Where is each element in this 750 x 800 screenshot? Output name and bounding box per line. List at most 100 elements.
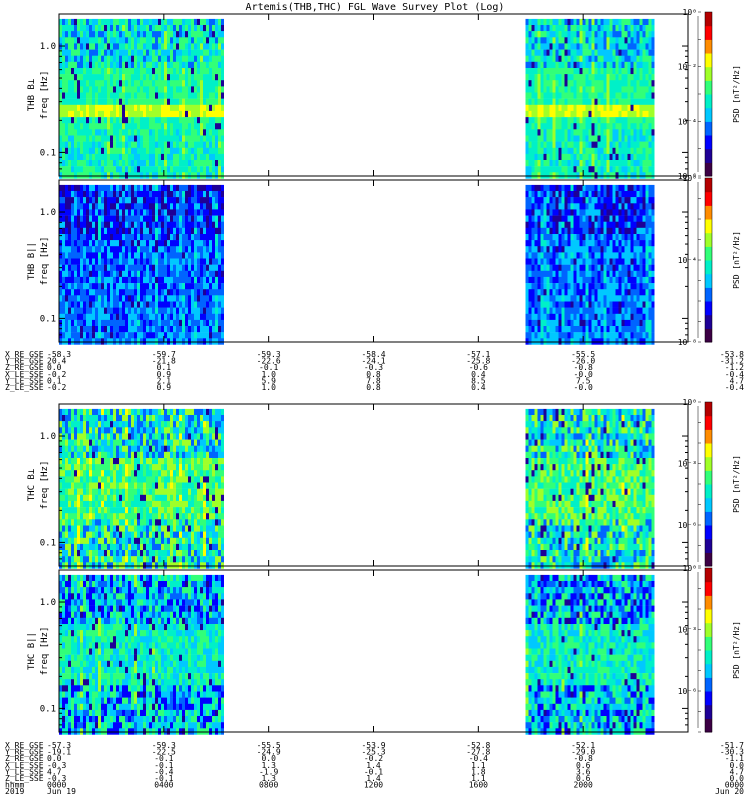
spectrogram-cell — [603, 221, 607, 229]
spectrogram-cell — [125, 147, 128, 155]
spectrogram-cell — [633, 166, 637, 173]
spectrogram-cell — [68, 184, 71, 192]
spectrogram-cell — [77, 92, 80, 99]
spectrogram-cell — [630, 295, 634, 302]
spectrogram-cell — [101, 246, 104, 253]
spectrogram-cell — [537, 307, 541, 314]
spectrogram-cell — [206, 25, 209, 32]
spectrogram-cell — [546, 110, 550, 118]
spectrogram-cell — [188, 135, 191, 142]
spectrogram-cell — [215, 166, 218, 173]
spectrogram-cell — [86, 313, 89, 321]
spectrogram-cell — [92, 258, 95, 265]
spectrogram-cell — [591, 135, 595, 142]
spectrogram-cell — [588, 197, 592, 204]
spectrogram-cell — [92, 270, 95, 278]
spectrogram-cell — [86, 110, 89, 118]
spectrogram-cell — [639, 166, 643, 173]
spectrogram-cell — [600, 276, 604, 284]
spectrogram-cell — [588, 246, 592, 253]
spectrogram-cell — [140, 153, 143, 161]
spectrogram-cell — [549, 68, 553, 75]
spectrogram-cell — [540, 74, 544, 81]
spectrogram-cell — [71, 147, 74, 155]
spectrogram-cell — [579, 166, 583, 173]
spectrogram-cell — [221, 283, 224, 290]
spectrogram-cell — [149, 153, 152, 161]
spectrogram-cell — [212, 197, 215, 204]
spectrogram-cell — [603, 110, 607, 118]
spectrogram-cell — [591, 246, 595, 253]
spectrogram-cell — [191, 270, 194, 278]
spectrogram-cell — [182, 234, 185, 241]
spectrogram-cell — [552, 240, 556, 247]
spectrogram-cell — [158, 295, 161, 302]
spectrogram-cell — [176, 80, 179, 87]
spectrogram-cell — [209, 68, 212, 75]
spectrogram-cell — [209, 332, 212, 339]
spectrogram-cell — [615, 209, 619, 216]
spectrogram-cell — [92, 37, 95, 44]
spectrogram-cell — [621, 252, 625, 259]
spectrogram-cell — [558, 197, 562, 204]
spectrogram-cell — [200, 234, 203, 241]
spectrogram-cell — [77, 191, 80, 198]
spectrogram-cell — [110, 61, 113, 69]
spectrogram-cell — [77, 313, 80, 321]
spectrogram-cell — [597, 270, 601, 278]
spectrogram-cell — [212, 92, 215, 99]
spectrogram-cell — [588, 166, 592, 173]
spectrogram-cell — [531, 240, 535, 247]
spectrogram-cell — [627, 246, 631, 253]
spectrogram-cell — [215, 104, 218, 112]
spectrogram-cell — [185, 153, 188, 161]
spectrogram-cell — [65, 289, 68, 296]
spectrogram-cell — [179, 203, 182, 210]
spectrogram-cell — [567, 332, 571, 339]
spectrogram-cell — [615, 25, 619, 32]
spectrogram-cell — [555, 289, 559, 296]
spectrogram-cell — [591, 141, 595, 148]
spectrogram-cell — [636, 166, 640, 173]
spectrogram-cell — [167, 55, 170, 63]
spectrogram-cell — [585, 25, 589, 32]
spectrogram-cell — [561, 264, 565, 272]
spectrogram-cell — [167, 153, 170, 161]
spectrogram-cell — [107, 147, 110, 155]
spectrogram-cell — [648, 166, 652, 173]
spectrogram-cell — [137, 147, 140, 155]
spectrogram-cell — [537, 301, 541, 308]
spectrogram-cell — [203, 135, 206, 142]
spectrogram-cell — [618, 301, 622, 308]
spectrogram-cell — [152, 37, 155, 44]
spectrogram-cell — [155, 74, 158, 81]
spectrogram-cell — [615, 234, 619, 241]
spectrogram-cell — [558, 160, 562, 167]
spectrogram-cell — [645, 117, 649, 124]
spectrogram-cell — [597, 209, 601, 216]
spectrogram-cell — [128, 234, 131, 241]
spectrogram-cell — [549, 221, 553, 229]
spectrogram-cell — [582, 319, 586, 327]
spectrogram-cell — [573, 307, 577, 314]
spectrogram-cell — [179, 92, 182, 99]
spectrogram-cell — [546, 276, 550, 284]
spectrogram-cell — [600, 147, 604, 155]
spectrogram-cell — [597, 141, 601, 148]
spectrogram-cell — [110, 184, 113, 192]
spectrogram-cell — [146, 246, 149, 253]
spectrogram-cell — [83, 203, 86, 210]
spectrogram-cell — [59, 215, 62, 222]
spectrogram-cell — [122, 234, 125, 241]
spectrogram-cell — [164, 209, 167, 216]
spectrogram-cell — [191, 55, 194, 63]
spectrogram-cell — [188, 307, 191, 314]
spectrogram-cell — [567, 252, 571, 259]
spectrogram-cell — [191, 252, 194, 259]
spectrogram-cell — [597, 184, 601, 192]
spectrogram-cell — [618, 147, 622, 155]
spectrogram-cell — [546, 92, 550, 99]
spectrogram-cell — [188, 283, 191, 290]
spectrogram-cell — [155, 227, 158, 235]
spectrogram-cell — [191, 43, 194, 50]
